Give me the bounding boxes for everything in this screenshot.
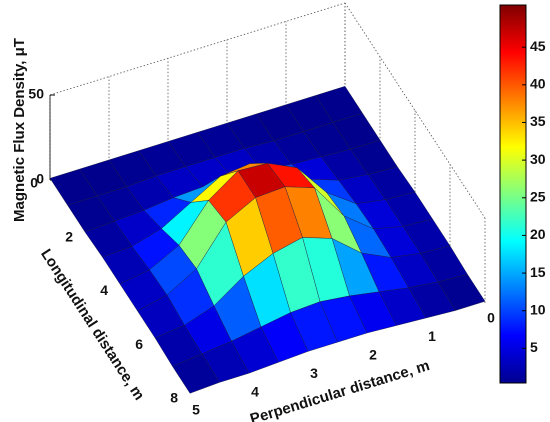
colorbar-tick-label: 35 bbox=[530, 113, 546, 129]
surface bbox=[49, 86, 486, 394]
x-axis-label: Perpendicular distance, m bbox=[248, 357, 432, 422]
box-edge bbox=[49, 2, 346, 96]
y-tick-label: 2 bbox=[65, 228, 73, 244]
colorbar-tick-label: 20 bbox=[530, 226, 546, 242]
colorbar-tick-label: 25 bbox=[530, 188, 546, 204]
x-tick-label: 1 bbox=[428, 328, 436, 344]
x-tick-label: 2 bbox=[369, 347, 377, 363]
colorbar-tick-label: 15 bbox=[530, 264, 546, 280]
axes-box: 0 50 bbox=[28, 2, 486, 303]
x-tick-label: 5 bbox=[192, 402, 200, 418]
x-tick-label: 0 bbox=[487, 310, 495, 326]
y-tick-label: 4 bbox=[100, 282, 108, 298]
z-tick-label: 0 bbox=[36, 171, 44, 187]
x-tick-label: 4 bbox=[251, 383, 259, 399]
x-tick-label: 3 bbox=[310, 365, 318, 381]
y-tick-label: 8 bbox=[170, 390, 178, 406]
y-tick-label: 0 bbox=[30, 175, 38, 191]
colorbar-tick-label: 40 bbox=[530, 76, 546, 92]
z-axis-label: Magnetic Flux Density, μT bbox=[11, 38, 28, 222]
colorbar-tick-label: 10 bbox=[530, 301, 546, 317]
colorbar bbox=[499, 4, 527, 384]
surface-patch bbox=[172, 353, 220, 394]
z-tick-label: 50 bbox=[28, 86, 44, 102]
colorbar-tick-label: 30 bbox=[530, 151, 546, 167]
box-edge bbox=[344, 2, 486, 219]
colorbar-tick-label: 5 bbox=[530, 339, 538, 355]
colorbar-tick-label: 45 bbox=[530, 38, 546, 54]
y-tick-label: 6 bbox=[135, 336, 143, 352]
